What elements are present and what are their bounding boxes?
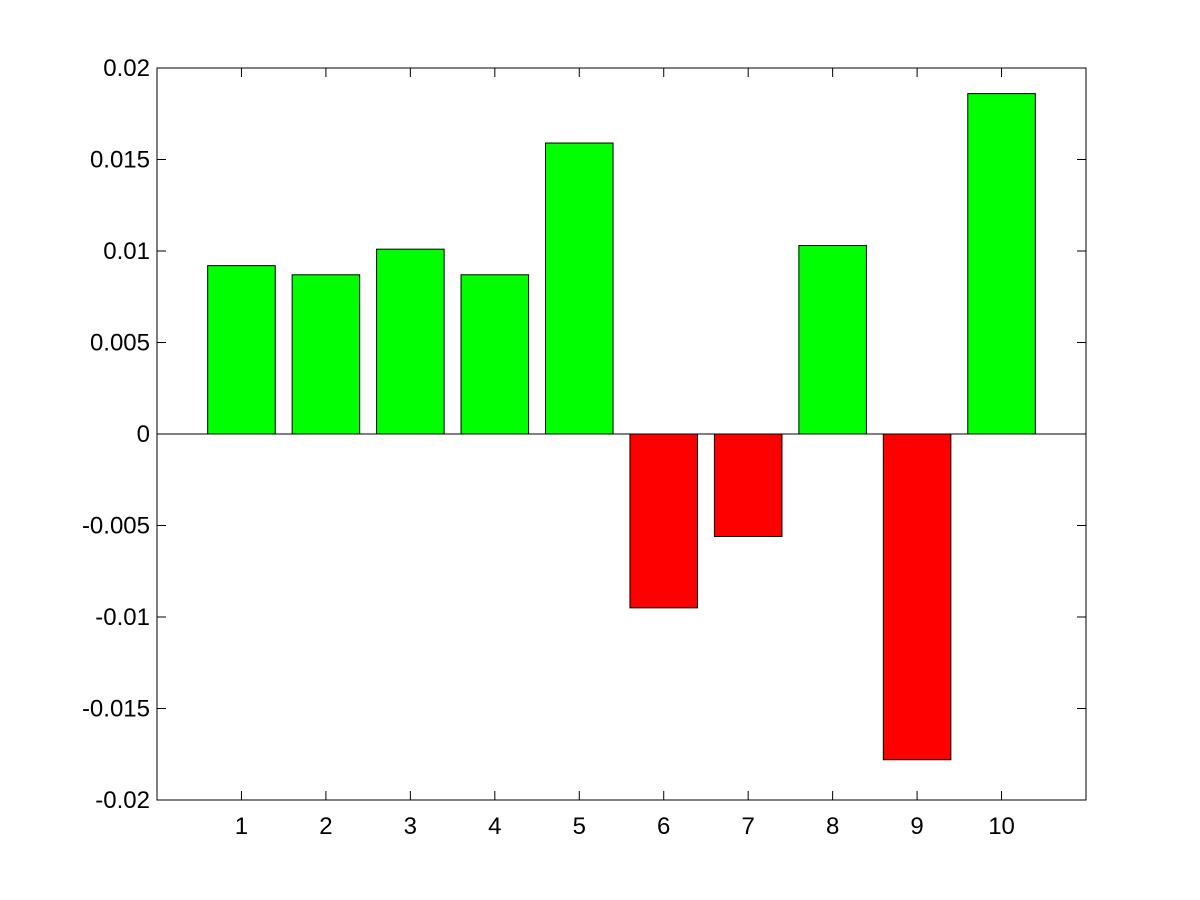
x-tick-label-1: 1 bbox=[235, 813, 248, 840]
x-tick-label-3: 3 bbox=[404, 813, 417, 840]
plot-frame bbox=[156, 67, 1087, 801]
bars-group bbox=[207, 93, 1036, 761]
bar-7 bbox=[713, 433, 783, 537]
y-tick-label-8: 0.02 bbox=[103, 55, 150, 82]
bar-5 bbox=[544, 142, 614, 435]
y-tick-label-1: -0.015 bbox=[82, 696, 150, 723]
bar-8 bbox=[798, 245, 867, 435]
x-tick-label-4: 4 bbox=[488, 813, 501, 840]
x-tick-label-10: 10 bbox=[988, 813, 1015, 840]
x-tick-labels: 1 2 3 4 5 6 7 8 9 10 bbox=[235, 813, 1015, 840]
x-tick-label-6: 6 bbox=[657, 813, 670, 840]
y-tick-label-5: 0.005 bbox=[90, 330, 150, 357]
y-tick-label-2: -0.01 bbox=[95, 604, 150, 631]
y-tick-label-7: 0.015 bbox=[90, 147, 150, 174]
x-tick-label-7: 7 bbox=[742, 813, 755, 840]
y-tick-label-0: -0.02 bbox=[95, 787, 150, 814]
bar-2 bbox=[291, 274, 361, 435]
bar-9 bbox=[882, 433, 952, 761]
x-tick-label-8: 8 bbox=[826, 813, 839, 840]
x-tick-label-9: 9 bbox=[910, 813, 923, 840]
x-tick-label-5: 5 bbox=[573, 813, 586, 840]
y-tick-label-4: 0 bbox=[137, 421, 150, 448]
bar-10 bbox=[967, 93, 1036, 435]
bar-3 bbox=[376, 248, 445, 435]
y-tick-labels: -0.02 -0.015 -0.01 -0.005 0 0.005 0.01 0.015 0.0… bbox=[82, 55, 150, 814]
bar-1 bbox=[207, 265, 276, 435]
y-tick-label-3: -0.005 bbox=[82, 513, 150, 540]
x-tick-label-2: 2 bbox=[319, 813, 332, 840]
bar-4 bbox=[460, 274, 530, 435]
bar-6 bbox=[629, 433, 699, 609]
y-tick-label-6: 0.01 bbox=[103, 238, 150, 265]
